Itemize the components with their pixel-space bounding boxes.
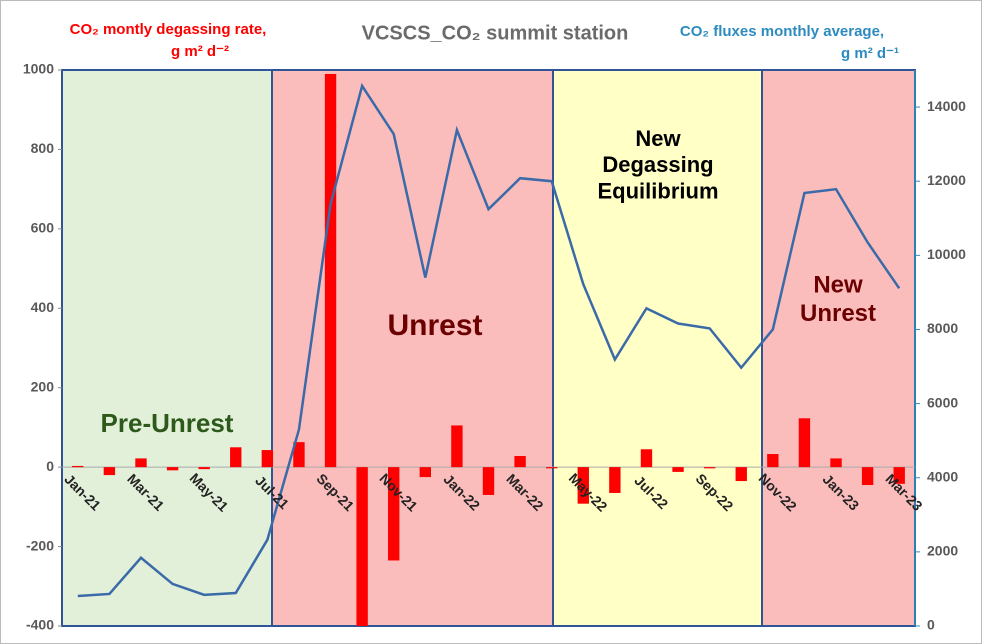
bar <box>198 467 210 470</box>
y2-tick-label: 6000 <box>927 394 958 410</box>
y-axis-label: CO₂ montly degassing rate, <box>70 21 267 38</box>
phase-backgrounds <box>61 69 916 627</box>
bar <box>703 467 716 469</box>
phase-new-unrest <box>761 69 916 627</box>
y2-tick-label: 12000 <box>927 172 966 188</box>
bar <box>672 467 684 472</box>
phase-label: Pre-Unrest <box>101 408 234 438</box>
phase-label: Equilibrium <box>598 179 719 204</box>
phase-label: Degassing <box>602 152 713 177</box>
phase-unrest <box>271 69 554 627</box>
bar <box>640 449 653 468</box>
bar <box>482 467 495 495</box>
bar <box>72 465 84 468</box>
y2-tick-label: 2000 <box>927 543 958 559</box>
phase-label: Unrest <box>800 300 876 327</box>
bar <box>735 467 747 482</box>
y-axis-label: g m² d⁻² <box>171 43 229 60</box>
bar <box>293 442 305 468</box>
phase-pre-unrest <box>61 69 273 627</box>
bar <box>451 425 463 468</box>
bar <box>577 467 589 504</box>
phase-equilibrium <box>552 69 763 627</box>
bar <box>261 450 274 468</box>
y-tick-label: 800 <box>31 140 55 156</box>
bar <box>135 458 147 468</box>
line <box>77 82 901 598</box>
bar <box>514 456 526 468</box>
y-tick-label: 600 <box>31 220 55 236</box>
y-tick-label: 0 <box>46 458 54 474</box>
y-tick-label: 1000 <box>23 61 54 77</box>
y2-tick-label: 8000 <box>927 320 958 336</box>
bar <box>388 467 400 561</box>
y-tick-label: 400 <box>31 299 55 315</box>
y-tick-label: 200 <box>31 378 55 394</box>
y2-tick-label: 4000 <box>927 468 958 484</box>
bar <box>861 467 874 486</box>
bar <box>545 467 558 469</box>
y2-axis-label: g m² d⁻¹ <box>841 45 899 62</box>
y2-tick-label: 14000 <box>927 98 966 114</box>
bar <box>830 458 842 468</box>
phase-label: Unrest <box>387 309 482 342</box>
y2-tick-label: 0 <box>927 617 935 633</box>
chart-title: VCSCS_CO₂ summit station <box>362 22 629 44</box>
bar <box>798 418 811 468</box>
bar <box>419 467 432 478</box>
y-tick-label: -400 <box>26 617 54 633</box>
bar <box>893 467 905 484</box>
phase-label: New <box>635 126 681 151</box>
phase-label: New <box>813 271 863 298</box>
bar <box>166 467 179 471</box>
bar <box>324 73 337 468</box>
bar <box>356 467 368 626</box>
y2-tick-label: 10000 <box>927 246 966 262</box>
y-tick-label: -200 <box>26 537 54 553</box>
bar <box>609 467 621 493</box>
bar <box>230 447 242 468</box>
bar <box>103 467 116 476</box>
y2-axis-label: CO₂ fluxes monthly average, <box>680 23 884 40</box>
bar <box>767 454 779 468</box>
